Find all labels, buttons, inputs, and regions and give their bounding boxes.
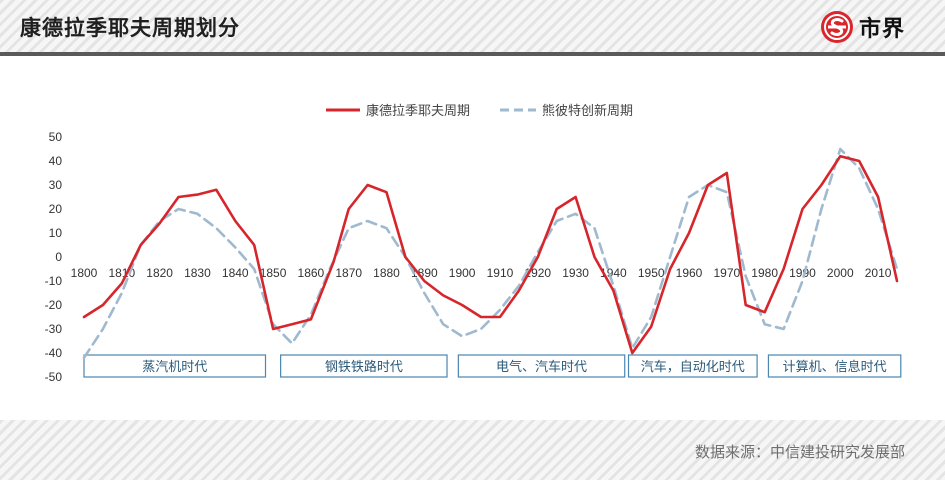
page-header: 康德拉季耶夫周期划分 市界 (0, 0, 945, 52)
era-box-frame (83, 354, 267, 378)
x-tick-label: 1890 (411, 266, 438, 280)
brand-name: 市界 (858, 17, 905, 42)
x-tick-label: 1970 (713, 266, 740, 280)
series-line-schumpeter (82, 147, 899, 360)
era-box: 电气、汽车时代 (457, 354, 626, 378)
x-tick-label: 1980 (751, 266, 778, 280)
legend-label-kondratiev: 康德拉季耶夫周期 (366, 103, 470, 119)
era-label: 计算机、信息时代 (783, 359, 887, 375)
legend-item-schumpeter: 熊彼特创新周期 (500, 103, 633, 119)
y-tick-label: -50 (45, 370, 63, 384)
x-tick-label: 1850 (260, 266, 287, 280)
series-line-kondratiev (82, 154, 899, 355)
x-tick-label: 1880 (373, 266, 400, 280)
y-tick-label: 30 (49, 178, 63, 192)
era-boxes: 蒸汽机时代 钢铁铁路时代 电气、汽车时代 汽车，自动化时代 计算机、信息时代 (83, 354, 902, 378)
x-tick-label: 2000 (827, 266, 854, 280)
x-tick-label: 1930 (562, 266, 589, 280)
x-tick-label: 1800 (71, 266, 98, 280)
era-label: 蒸汽机时代 (142, 360, 207, 375)
y-tick-label: 0 (55, 250, 62, 264)
era-box: 钢铁铁路时代 (280, 354, 448, 378)
era-label: 钢铁铁路时代 (325, 359, 403, 375)
x-tick-label: 1820 (146, 266, 173, 280)
line-chart: 康德拉季耶夫周期 熊彼特创新周期 50403020100-10-20-30-40… (45, 103, 902, 384)
era-box: 计算机、信息时代 (767, 354, 902, 378)
era-label: 汽车，自动化时代 (641, 359, 745, 375)
x-tick-label: 1960 (676, 266, 703, 280)
x-tick-label: 2010 (865, 266, 892, 280)
brand-logo: 市界 (820, 10, 905, 44)
series-lines (82, 147, 899, 360)
y-tick-label: -30 (45, 322, 63, 336)
legend-label-schumpeter: 熊彼特创新周期 (542, 103, 633, 119)
s-coin-logo-icon (820, 11, 853, 43)
era-box: 汽车，自动化时代 (627, 354, 758, 378)
x-tick-label: 1910 (487, 266, 514, 280)
x-tick-label: 1900 (449, 266, 476, 280)
era-box-frame (280, 354, 448, 378)
era-box-frame (627, 354, 758, 378)
page-title: 康德拉季耶夫周期划分 (20, 16, 240, 40)
x-tick-label: 1990 (789, 266, 816, 280)
header-divider (0, 52, 945, 56)
era-box: 蒸汽机时代 (83, 354, 267, 378)
page-footer: 数据来源：中信建投研究发展部 (0, 420, 945, 480)
y-tick-label: 20 (49, 202, 63, 216)
y-tick-label: -40 (45, 346, 63, 360)
era-box-frame (767, 354, 902, 378)
source-note: 数据来源：中信建投研究发展部 (694, 443, 905, 461)
y-tick-label: -10 (45, 274, 63, 288)
y-tick-label: 40 (49, 154, 63, 168)
y-tick-label: 50 (49, 130, 63, 144)
x-tick-label: 1840 (222, 266, 249, 280)
legend-item-kondratiev: 康德拉季耶夫周期 (326, 103, 470, 119)
x-tick-label: 1830 (184, 266, 211, 280)
x-tick-label: 1950 (638, 266, 665, 280)
y-axis: 50 40 30 20 10 0 -10 -20 -30 -40 -50 (45, 130, 63, 384)
y-tick-label: 10 (49, 226, 63, 240)
x-tick-label: 1860 (298, 266, 325, 280)
legend: 康德拉季耶夫周期 熊彼特创新周期 (326, 103, 633, 119)
era-box-frame (457, 354, 626, 378)
x-tick-label: 1870 (335, 266, 362, 280)
x-axis: 1800 1810 1820 1830 1840 1850 1860 1870 1880 1890… (71, 266, 892, 280)
era-label: 电气、汽车时代 (496, 359, 587, 375)
y-tick-label: -20 (45, 298, 63, 312)
